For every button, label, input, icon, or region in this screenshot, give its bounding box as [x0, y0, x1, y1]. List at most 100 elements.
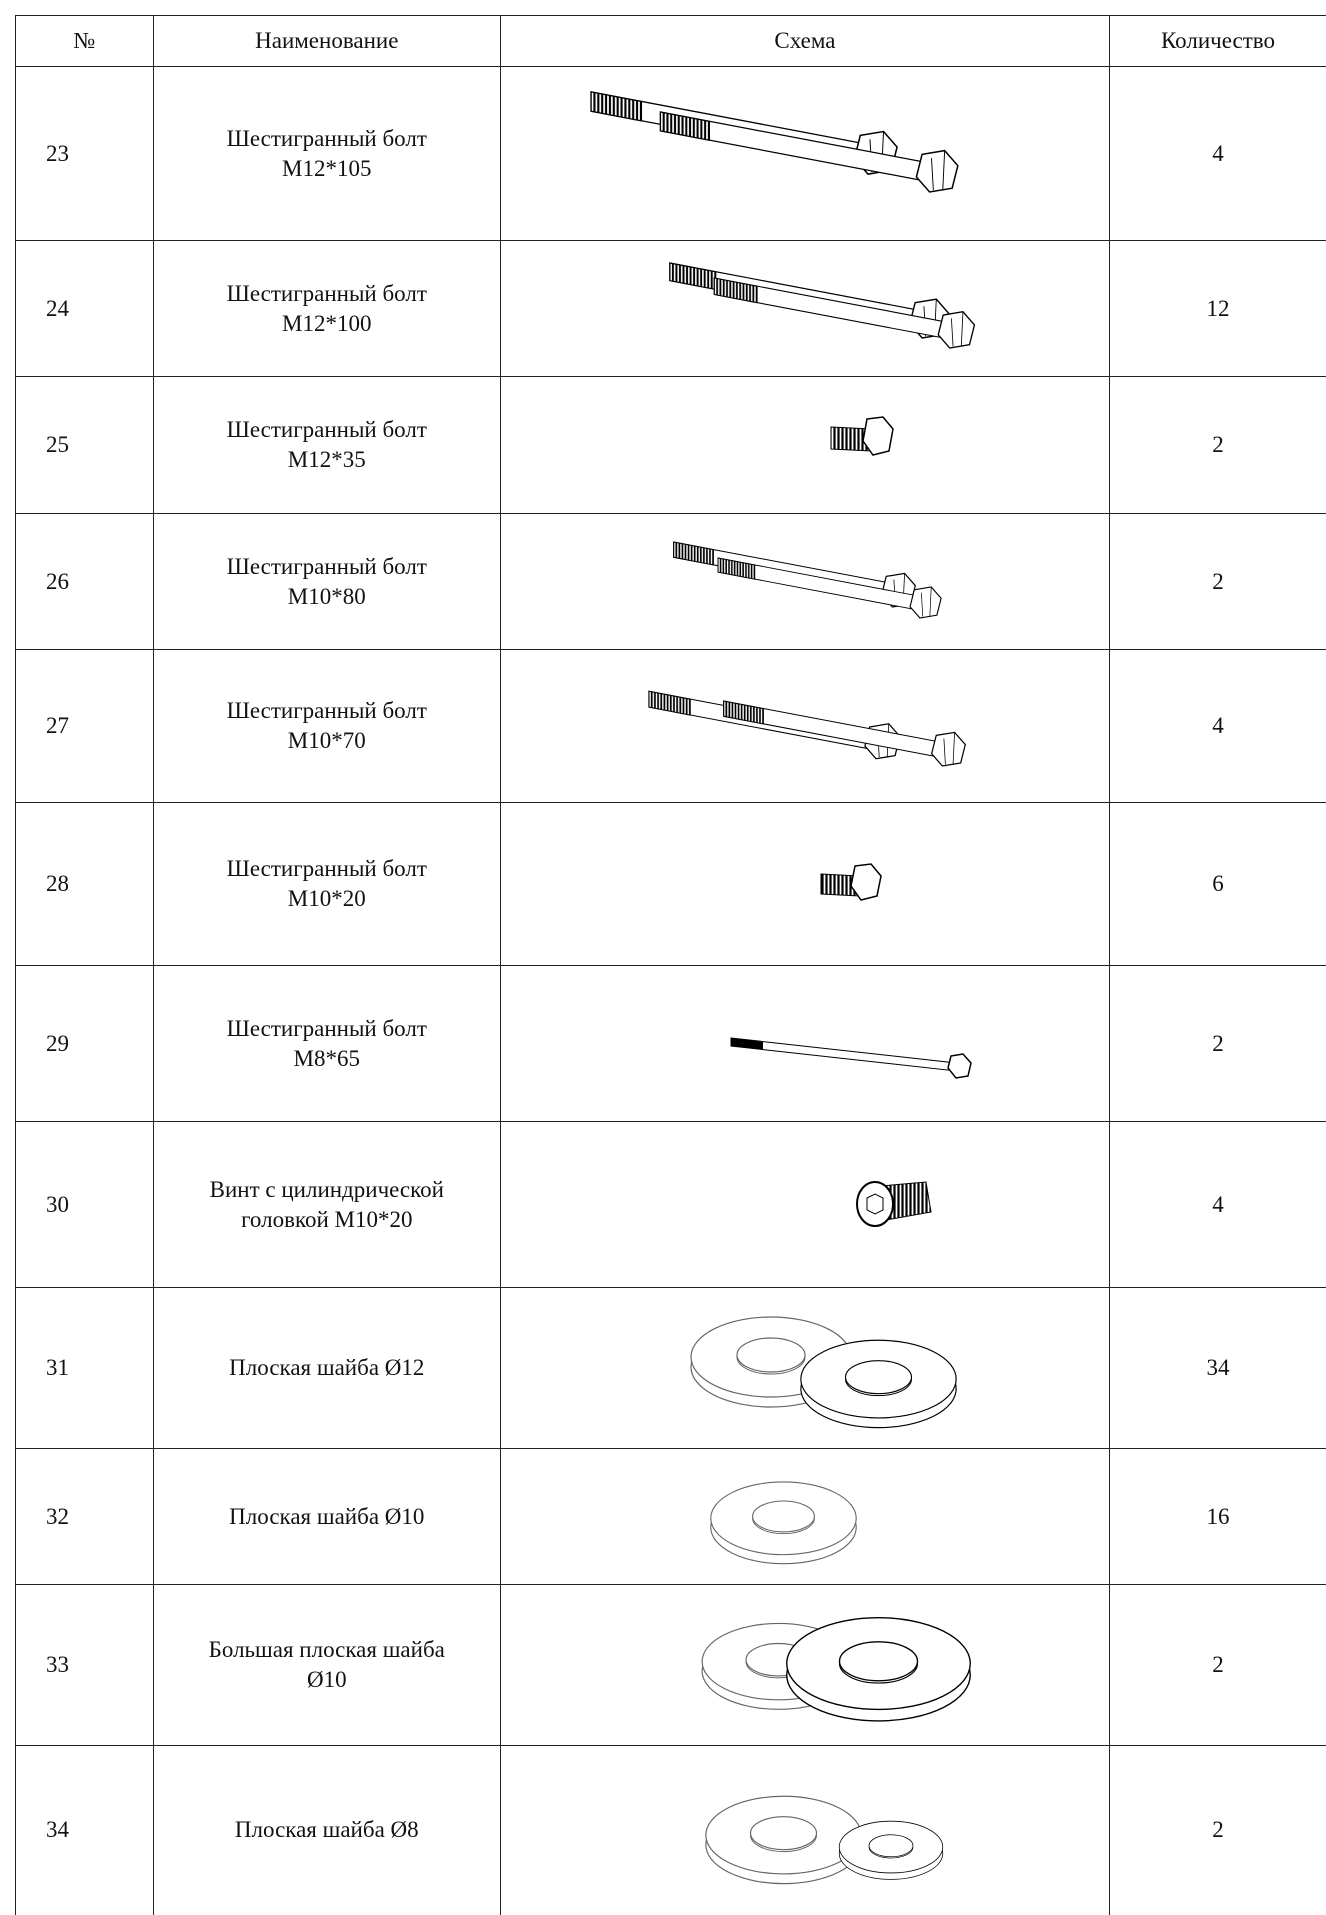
- scheme: [499, 802, 1110, 966]
- quantity: 4: [1108, 649, 1326, 803]
- quantity: 12: [1108, 240, 1326, 377]
- name-line: M10*80: [287, 583, 366, 609]
- table-row: 25 Шестигранный болт M12*35 2: [15, 376, 1326, 514]
- header-cell: Количество: [1108, 15, 1326, 67]
- item-name: Плоская шайба Ø12: [152, 1287, 501, 1449]
- name-line: Большая плоская шайба: [208, 1637, 445, 1663]
- table-row: 29 Шестигранный болт M8*65 2: [15, 965, 1326, 1122]
- row-number: 24: [15, 240, 154, 377]
- name-line: Плоская шайба Ø12: [229, 1355, 425, 1381]
- header-cell: Наименование: [152, 15, 501, 67]
- scheme: [499, 1121, 1110, 1288]
- item-name: Большая плоская шайба Ø10: [152, 1584, 501, 1746]
- table-row: 26 Шестигранный болт M10*80 2: [15, 513, 1326, 650]
- name-line: Шестигранный болт: [226, 1015, 427, 1041]
- scheme-drawing: [648, 690, 966, 767]
- name-line: M10*70: [287, 728, 366, 753]
- name-line: M10*20: [287, 886, 366, 911]
- table-row: 30 Винт с цилиндрической головкой M10*20 4: [15, 1121, 1326, 1288]
- row-number: 32: [15, 1448, 154, 1585]
- scheme: [499, 66, 1110, 241]
- quantity: 6: [1108, 802, 1326, 966]
- row-number: 28: [15, 802, 154, 966]
- quantity: 2: [1108, 965, 1326, 1122]
- item-name: Шестигранный болт M12*105: [152, 66, 501, 241]
- scheme: [499, 513, 1110, 650]
- name-line: Плоская шайба Ø8: [234, 1817, 419, 1843]
- row-number: 27: [15, 649, 154, 803]
- quantity: 4: [1108, 1121, 1326, 1288]
- parts-table: № Наименование Схема Количество 23 Шестигран…: [15, 15, 1326, 1915]
- scheme-drawing: [690, 1315, 957, 1428]
- name-line: Шестигранный болт: [226, 553, 427, 579]
- table-row: 31 Плоская шайба Ø12 34: [15, 1287, 1326, 1449]
- row-number: 30: [15, 1121, 154, 1288]
- row-number: 23: [15, 66, 154, 241]
- table-row: 33 Большая плоская шайба Ø10 2: [15, 1584, 1326, 1746]
- quantity: 2: [1108, 1745, 1326, 1915]
- scheme: [499, 649, 1110, 803]
- row-number: 26: [15, 513, 154, 650]
- table-row: 23 Шестигранный болт M12*105 4: [15, 66, 1326, 241]
- name-line: M8*65: [293, 1045, 360, 1071]
- header-row: № Наименование Схема Количество: [15, 15, 1326, 67]
- table-row: 27 Шестигранный болт M10*70 4: [15, 649, 1326, 803]
- item-name: Шестигранный болт M8*65: [152, 965, 501, 1122]
- name-line: Шестигранный болт: [226, 125, 427, 151]
- header-cell: Схема: [499, 15, 1110, 67]
- name-line: Шестигранный болт: [226, 417, 427, 443]
- name-line: M12*100: [282, 310, 372, 336]
- scheme-drawing: [830, 416, 894, 456]
- row-number: 33: [15, 1584, 154, 1746]
- table-row: 32 Плоская шайба Ø10 16: [15, 1448, 1326, 1585]
- name-line: головкой M10*20: [241, 1206, 413, 1232]
- item-name: Плоская шайба Ø10: [152, 1448, 501, 1585]
- scheme: [499, 1584, 1110, 1746]
- quantity: 2: [1108, 513, 1326, 650]
- table-body: 23 Шестигранный болт M12*105 4 24 Шестигранны…: [15, 66, 1326, 1915]
- scheme-drawing: [672, 540, 942, 619]
- scheme: [499, 1745, 1110, 1915]
- quantity: 4: [1108, 66, 1326, 241]
- row-number: 25: [15, 376, 154, 514]
- name-line: Плоская шайба Ø10: [229, 1503, 425, 1529]
- item-name: Шестигранный болт M12*35: [152, 376, 501, 514]
- name-line: Винт с цилиндрической: [209, 1176, 444, 1202]
- scheme-drawing: [710, 1480, 857, 1564]
- quantity: 2: [1108, 376, 1326, 514]
- item-name: Плоская шайба Ø8: [152, 1745, 501, 1915]
- table-row: 28 Шестигранный болт M10*20 6: [15, 802, 1326, 966]
- quantity: 2: [1108, 1584, 1326, 1746]
- item-name: Шестигранный болт M10*20: [152, 802, 501, 966]
- scheme: [499, 1448, 1110, 1585]
- row-number: 29: [15, 965, 154, 1122]
- scheme: [499, 965, 1110, 1122]
- header-cell: №: [15, 15, 154, 67]
- name-line: Ø10: [306, 1667, 347, 1692]
- table-row: 24 Шестигранный болт M12*100 12: [15, 240, 1326, 377]
- scheme: [499, 376, 1110, 514]
- name-line: Шестигранный болт: [226, 280, 427, 306]
- item-name: Шестигранный болт M10*80: [152, 513, 501, 650]
- row-number: 34: [15, 1745, 154, 1915]
- scheme-drawing: [590, 90, 959, 193]
- scheme-drawing: [820, 863, 882, 901]
- scheme-drawing: [855, 1180, 932, 1227]
- name-line: M12*105: [282, 155, 372, 181]
- scheme: [499, 240, 1110, 377]
- scheme-drawing: [730, 1036, 972, 1079]
- scheme-drawing: [701, 1616, 971, 1722]
- name-line: Шестигранный болт: [226, 856, 427, 882]
- item-name: Винт с цилиндрической головкой M10*20: [152, 1121, 501, 1288]
- name-line: M12*35: [287, 447, 366, 472]
- name-line: Шестигранный болт: [226, 698, 427, 724]
- scheme: [499, 1287, 1110, 1449]
- table-row: 34 Плоская шайба Ø8 2: [15, 1745, 1326, 1915]
- item-name: Шестигранный болт M10*70: [152, 649, 501, 803]
- quantity: 34: [1108, 1287, 1326, 1449]
- item-name: Шестигранный болт M12*100: [152, 240, 501, 377]
- scheme-drawing: [669, 261, 976, 349]
- row-number: 31: [15, 1287, 154, 1449]
- scheme-drawing: [705, 1795, 944, 1884]
